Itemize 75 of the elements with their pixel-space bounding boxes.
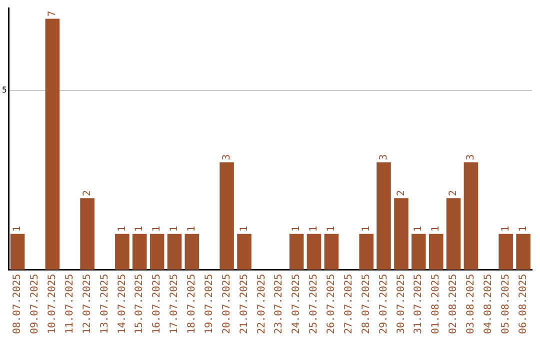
x-tick-label: 21.07.2025 <box>238 274 250 334</box>
y-tick-label: 5 <box>2 86 7 95</box>
data-label: 1 <box>518 226 529 232</box>
bar <box>376 162 391 270</box>
data-label: 3 <box>221 154 232 160</box>
bar <box>220 162 234 270</box>
data-label: 1 <box>430 226 442 232</box>
x-tick-label: 27.07.2025 <box>343 274 354 334</box>
data-label: 1 <box>186 226 198 232</box>
data-label: 1 <box>12 226 24 232</box>
x-tick-label: 30.07.2025 <box>396 274 407 334</box>
data-label: 1 <box>169 226 180 232</box>
data-label: 1 <box>238 226 250 232</box>
x-tick-label: 14.07.2025 <box>116 274 128 334</box>
data-label: 1 <box>291 226 302 232</box>
bar <box>498 234 513 270</box>
x-tick-label: 23.07.2025 <box>274 274 285 334</box>
x-tick-label: 15.07.2025 <box>134 274 146 334</box>
bar <box>80 198 94 270</box>
x-tick-label: 10.07.2025 <box>47 274 58 334</box>
x-tick-label: 05.08.2025 <box>500 274 512 334</box>
x-tick-label: 04.08.2025 <box>482 274 494 334</box>
x-tick-label: 11.07.2025 <box>64 274 76 334</box>
x-tick-label: 25.07.2025 <box>308 274 320 334</box>
bar <box>428 234 444 270</box>
bar <box>516 234 530 270</box>
x-tick-label: 03.08.2025 <box>466 274 477 334</box>
x-tick-label: 08.07.2025 <box>12 274 24 334</box>
bar <box>184 234 200 270</box>
data-label: 1 <box>152 226 163 232</box>
data-label: 2 <box>82 190 93 196</box>
bar <box>115 234 130 270</box>
data-label: 1 <box>134 226 146 232</box>
data-label: 1 <box>360 226 372 232</box>
x-tick-label: 29.07.2025 <box>378 274 390 334</box>
data-label: 2 <box>396 190 407 196</box>
x-tick-label: 18.07.2025 <box>186 274 198 334</box>
bar <box>464 162 478 270</box>
x-tick-label: 28.07.2025 <box>360 274 372 334</box>
x-tick-label: 26.07.2025 <box>326 274 338 334</box>
x-tick-label: 19.07.2025 <box>204 274 215 334</box>
bar <box>132 234 147 270</box>
x-tick-label: 02.08.2025 <box>448 274 460 334</box>
bar <box>324 234 339 270</box>
x-tick-label: 09.07.2025 <box>30 274 41 334</box>
bar <box>237 234 252 270</box>
data-label: 1 <box>413 226 424 232</box>
data-label: 3 <box>378 154 390 160</box>
x-tick-label: 06.08.2025 <box>518 274 529 334</box>
bar <box>306 234 322 270</box>
bar <box>359 234 374 270</box>
x-tick-label: 20.07.2025 <box>221 274 232 334</box>
bar <box>394 198 408 270</box>
x-tick-label: 13.07.2025 <box>99 274 110 334</box>
data-label: 2 <box>448 190 460 196</box>
data-label: 1 <box>116 226 128 232</box>
x-tick-label: 24.07.2025 <box>291 274 302 334</box>
x-tick-label: 01.08.2025 <box>430 274 442 334</box>
data-label: 1 <box>326 226 338 232</box>
bar <box>10 234 25 270</box>
data-label: 1 <box>308 226 320 232</box>
bar <box>446 198 461 270</box>
x-tick-label: 31.07.2025 <box>413 274 424 334</box>
bar <box>45 18 60 270</box>
x-tick-label: 12.07.2025 <box>82 274 93 334</box>
bar <box>150 234 164 270</box>
bar <box>289 234 304 270</box>
bar <box>167 234 182 270</box>
data-label: 3 <box>466 154 477 160</box>
x-tick-label: 22.07.2025 <box>256 274 268 334</box>
x-tick-label: 16.07.2025 <box>152 274 163 334</box>
data-label: 1 <box>500 226 512 232</box>
x-tick-label: 17.07.2025 <box>169 274 180 334</box>
bar <box>411 234 426 270</box>
data-label: 7 <box>47 10 58 17</box>
